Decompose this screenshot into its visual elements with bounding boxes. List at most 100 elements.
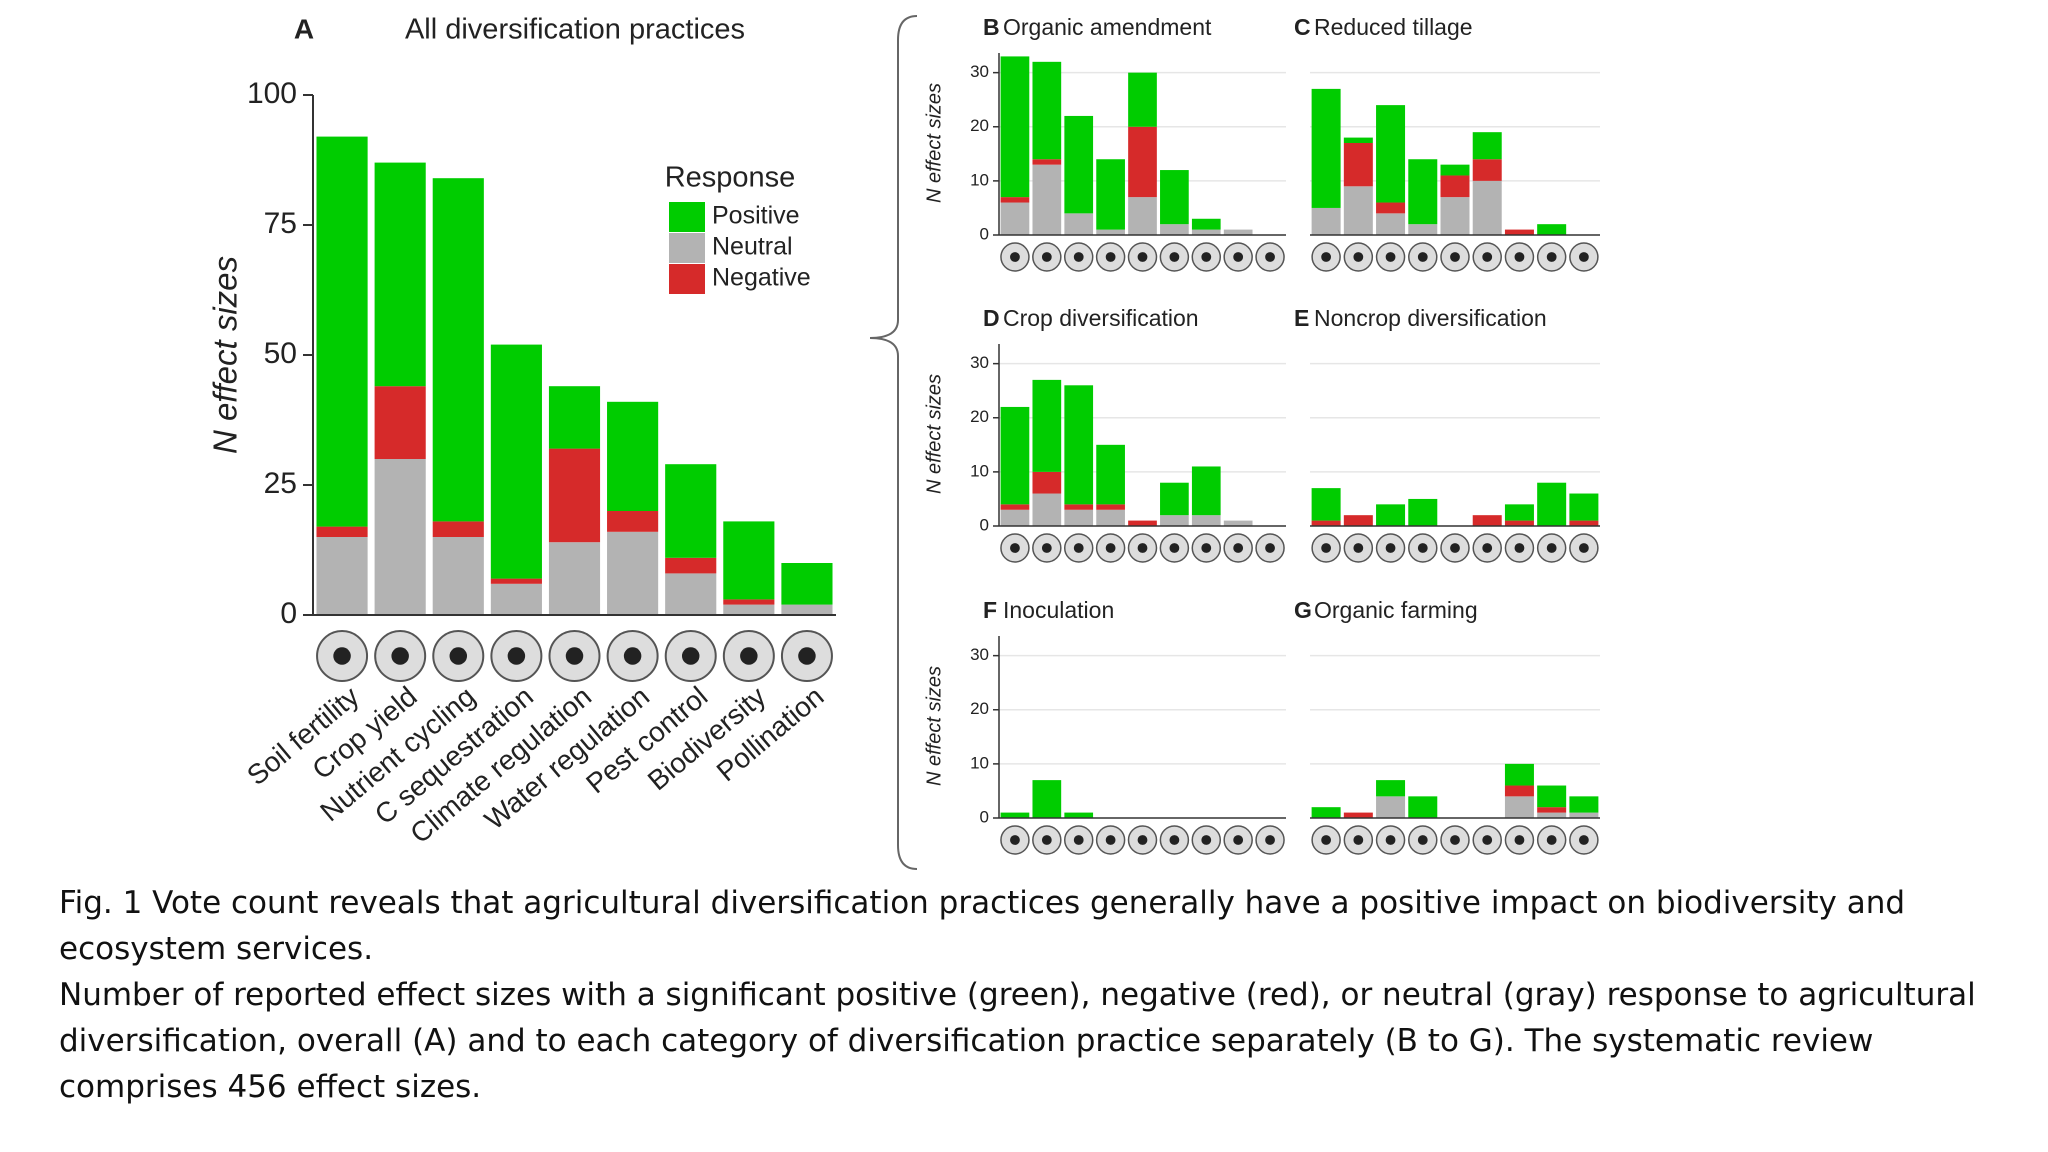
bar-segment	[723, 521, 775, 600]
icon-glyph	[681, 647, 700, 665]
y-tick-label: 25	[264, 467, 297, 500]
bar-segment	[1408, 159, 1438, 225]
icon-glyph	[1546, 252, 1557, 262]
icon-glyph	[1233, 252, 1244, 262]
caption: Fig. 1 Vote count reveals that agricultu…	[59, 880, 2034, 1110]
y-tick-label: 20	[970, 699, 989, 718]
panel-label: G	[1294, 597, 1312, 623]
y-axis-label: N effect sizes	[923, 666, 945, 786]
bar-segment	[1504, 763, 1534, 786]
bar-segment	[1064, 213, 1094, 235]
icon-glyph	[1514, 835, 1525, 845]
bar-segment	[432, 537, 484, 615]
bar-segment	[1064, 504, 1094, 510]
bar-segment	[1000, 509, 1030, 526]
chart-title: Organic farming	[1314, 597, 1478, 623]
icon-glyph	[1353, 543, 1364, 553]
icon-glyph	[1417, 252, 1428, 262]
figure: A All diversification practices0255075100…	[207, 13, 1600, 870]
bar-segment	[548, 542, 601, 615]
icon-glyph	[1073, 543, 1084, 553]
bar-segment	[316, 526, 368, 537]
icon-glyph	[1578, 252, 1589, 262]
bar-segment	[490, 578, 542, 584]
icon-glyph	[1073, 252, 1084, 262]
icon-glyph	[1265, 543, 1275, 553]
bar-segment	[490, 344, 542, 579]
bar-segment	[1160, 515, 1189, 526]
icon-glyph	[1385, 543, 1396, 553]
icon-glyph	[1482, 252, 1493, 262]
bar-segment	[1343, 812, 1373, 818]
y-tick-label: 10	[970, 461, 989, 480]
icon-glyph	[1010, 252, 1020, 262]
icon-glyph	[1073, 835, 1084, 845]
bar-segment	[1408, 498, 1438, 526]
icon-glyph	[1482, 835, 1493, 845]
bar-segment	[1311, 88, 1341, 208]
icon-glyph	[1201, 835, 1212, 845]
bar-segment	[432, 521, 484, 537]
icon-glyph	[1041, 252, 1052, 262]
bar-segment	[1504, 785, 1534, 797]
icon-glyph	[1546, 543, 1557, 553]
y-tick-label: 10	[970, 753, 989, 772]
y-tick-label: 100	[247, 77, 297, 110]
bar-segment	[781, 604, 833, 615]
bar-segment	[665, 464, 717, 558]
bar-segment	[432, 178, 484, 522]
bar-segment	[1096, 159, 1125, 230]
y-tick-label: 30	[970, 353, 989, 372]
icon-glyph	[623, 647, 642, 665]
icon-glyph	[1450, 543, 1460, 553]
bar-segment	[316, 537, 368, 615]
icon-glyph	[333, 647, 351, 665]
icon-glyph	[1010, 543, 1020, 553]
bar-segment	[1472, 132, 1502, 160]
icon-glyph	[1514, 252, 1525, 262]
bar-segment	[1311, 207, 1341, 235]
bar-segment	[1569, 520, 1599, 526]
legend-label: Positive	[712, 202, 800, 230]
bar-segment	[1472, 515, 1502, 526]
icon-glyph	[1385, 835, 1396, 845]
icon-glyph	[1482, 543, 1493, 553]
bar-segment	[1064, 812, 1094, 818]
icon-glyph	[1169, 543, 1180, 553]
legend-title: Response	[665, 162, 796, 194]
bar-segment	[1096, 229, 1125, 235]
y-tick-label: 75	[264, 207, 297, 240]
y-tick-label: 50	[264, 337, 297, 370]
chart-title: Inoculation	[1003, 597, 1114, 623]
y-axis-label: N effect sizes	[923, 374, 945, 494]
bar-segment	[374, 386, 426, 459]
bar-segment	[1537, 785, 1567, 808]
bar-segment	[1569, 812, 1599, 818]
icon-glyph	[1417, 835, 1428, 845]
icon-glyph	[1105, 835, 1116, 845]
icon-glyph	[1010, 835, 1020, 845]
bar-segment	[1376, 780, 1406, 797]
bar-segment	[1191, 515, 1221, 526]
bar-segment	[1440, 164, 1470, 176]
bar-segment	[1000, 504, 1030, 510]
icon-glyph	[1321, 543, 1332, 553]
bar-segment	[1343, 515, 1373, 526]
icon-glyph	[1201, 252, 1212, 262]
brace	[869, 15, 918, 870]
bar-segment	[723, 599, 775, 605]
icon-glyph	[1105, 252, 1116, 262]
icon-glyph	[1353, 252, 1364, 262]
bar-segment	[1376, 213, 1406, 235]
icon-glyph	[1514, 543, 1525, 553]
bar-segment	[1191, 229, 1221, 235]
bar-segment	[1408, 224, 1438, 235]
bar-segment	[1343, 186, 1373, 235]
icon-glyph	[1578, 835, 1589, 845]
bar-segment	[1160, 482, 1189, 516]
icon-glyph	[565, 647, 584, 665]
y-tick-label: 0	[980, 515, 989, 534]
bar-segment	[1096, 504, 1125, 510]
panel-label: E	[1294, 305, 1309, 331]
